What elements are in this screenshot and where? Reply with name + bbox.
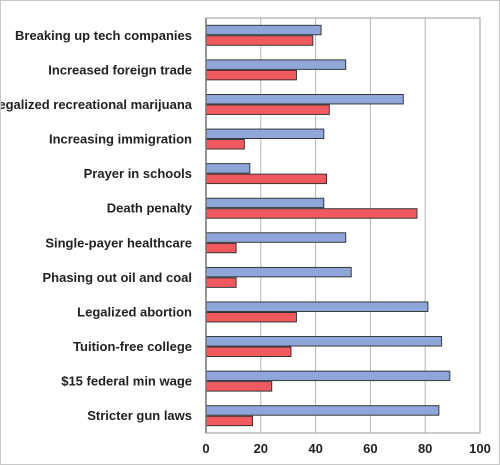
category-label: Stricter gun laws (87, 408, 192, 423)
x-tick-label: 20 (254, 441, 268, 456)
bar-blue (205, 370, 451, 382)
x-tick-label: 80 (418, 441, 432, 456)
bar-red (205, 277, 237, 288)
category-labels: Breaking up tech companies Increased fore… (1, 28, 193, 423)
x-tick-label: 0 (202, 441, 209, 456)
category-label: Increased foreign trade (48, 62, 192, 77)
x-tick-labels: 0 20 40 60 80 100 (202, 441, 490, 456)
category-label: Phasing out oil and coal (42, 270, 192, 285)
bar-red (205, 415, 254, 427)
plot-border (205, 17, 481, 434)
category-label: Tuition-free college (73, 339, 192, 354)
category-label: Death penalty (107, 201, 193, 216)
bar-blue (205, 301, 429, 312)
bar-blue (205, 24, 322, 36)
bar-red (205, 242, 237, 254)
category-label: Prayer in schools (84, 166, 192, 181)
category-label: Single-payer healthcare (45, 235, 192, 250)
plot-area (206, 18, 480, 433)
bar-red (205, 312, 297, 323)
bar-red (205, 104, 330, 115)
bar-red (205, 35, 314, 46)
bar-red (205, 69, 297, 81)
x-tick-label: 100 (469, 441, 491, 456)
bar-blue (205, 405, 440, 416)
category-label: $15 federal min wage (61, 374, 192, 389)
bar-blue (205, 59, 347, 70)
bar-blue (205, 128, 325, 139)
category-label: Breaking up tech companies (15, 28, 192, 43)
bar-red (205, 173, 328, 185)
bar-blue (205, 163, 251, 174)
category-label: Legalized recreational marijuana (1, 97, 193, 112)
bar-blue (205, 94, 404, 105)
bar-blue (205, 266, 352, 278)
bar-red (205, 381, 273, 392)
category-label: Increasing immigration (49, 132, 192, 147)
x-tick-label: 40 (308, 441, 322, 456)
bar-blue (205, 232, 347, 243)
bar-blue (205, 197, 325, 209)
bar-blue (205, 336, 443, 347)
bar-red (205, 139, 245, 150)
bar-red (205, 346, 292, 357)
category-label: Legalized abortion (77, 304, 192, 319)
bar-red (205, 208, 418, 219)
gridlines (260, 18, 426, 433)
x-tick-label: 60 (363, 441, 377, 456)
